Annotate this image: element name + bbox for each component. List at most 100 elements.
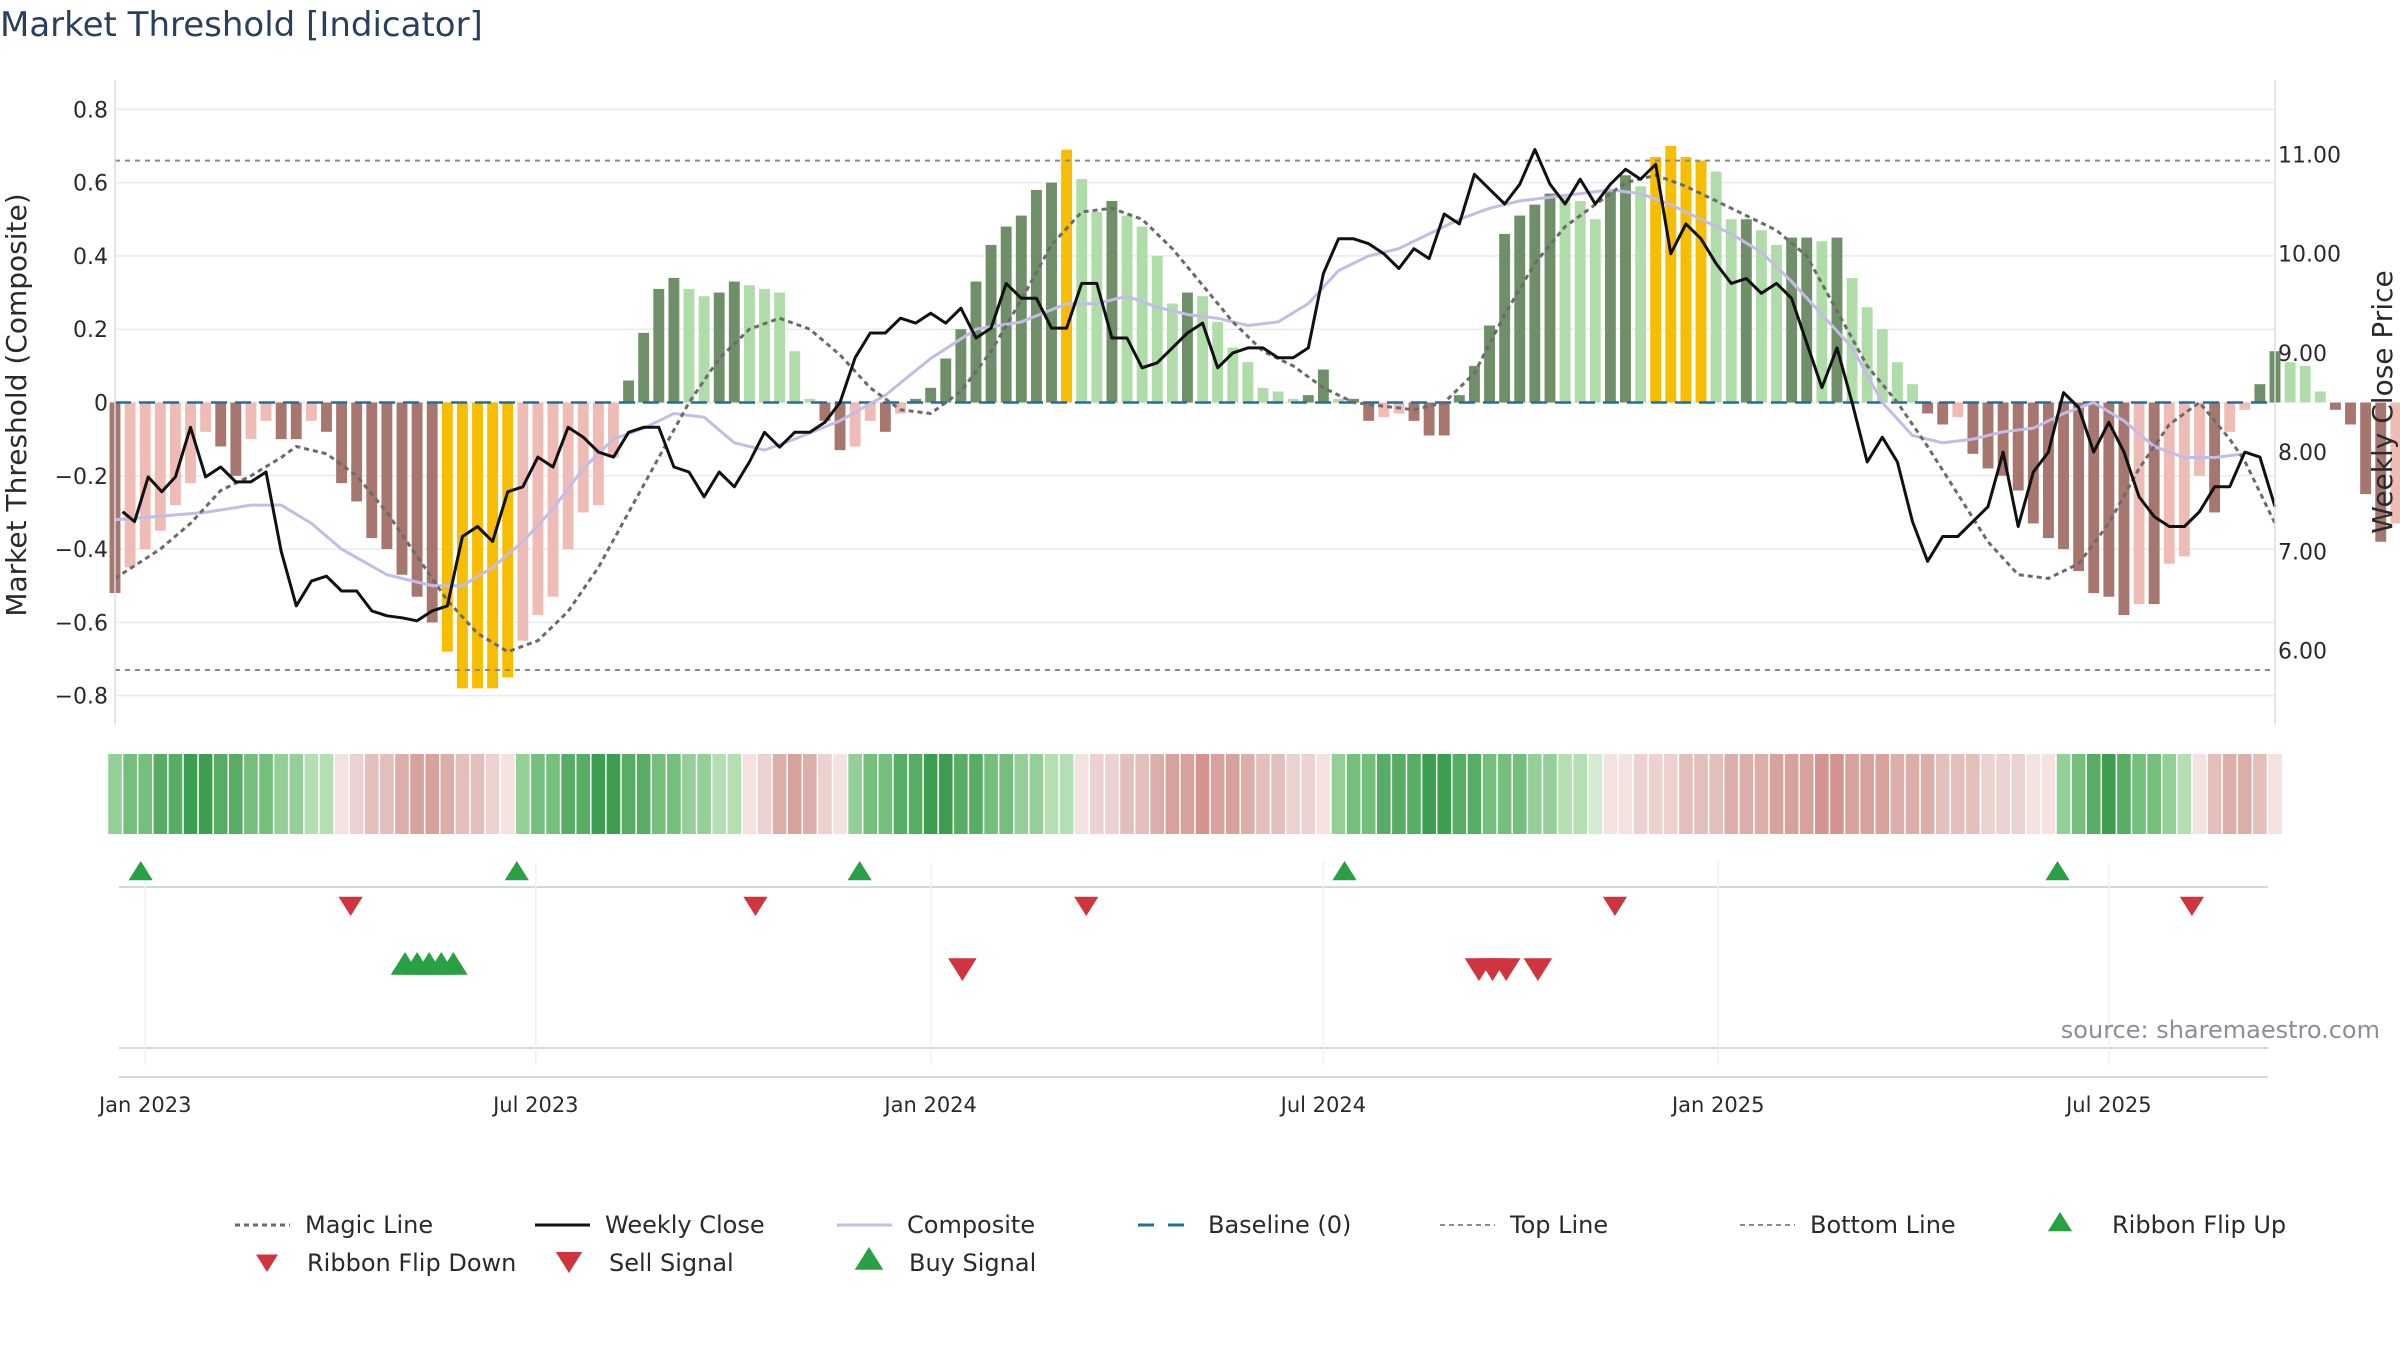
sell-signal-marker: [948, 958, 977, 981]
ribbon-cell: [1603, 754, 1618, 834]
ribbon-cell: [863, 754, 878, 834]
ribbon-cell: [1392, 754, 1406, 834]
composite-bar: [1831, 237, 1843, 403]
composite-bar: [638, 332, 650, 403]
ribbon-cell: [606, 754, 621, 834]
composite-bar: [366, 402, 378, 539]
ribbon-cell: [1014, 754, 1029, 834]
legend-item-baseline: Baseline (0): [1138, 1211, 1351, 1239]
ribbon-cell: [1679, 754, 1693, 834]
composite-bar: [1000, 226, 1012, 403]
legend-label: Ribbon Flip Up: [2112, 1211, 2286, 1239]
ribbon-cell: [1951, 754, 1965, 834]
ribbon-cell: [1920, 754, 1935, 834]
x-tick-label: Jan 2023: [97, 1093, 192, 1117]
ribbon-cell: [1407, 754, 1421, 834]
ribbon-cell: [2192, 754, 2207, 834]
composite-bar: [1151, 255, 1163, 403]
ribbon-cell: [1044, 754, 1059, 834]
y-right-tick-label: 6.00: [2278, 640, 2327, 665]
legend-item-top: Top Line: [1440, 1211, 1608, 1239]
composite-bar: [351, 402, 363, 502]
ribbon-cell: [2117, 754, 2131, 834]
composite-bar: [411, 402, 423, 597]
ribbon-flip-up-marker: [128, 861, 153, 881]
composite-bar: [1801, 237, 1813, 403]
composite-bar: [1635, 186, 1647, 403]
composite-bar: [1091, 211, 1103, 403]
ribbon-cell: [1165, 754, 1180, 834]
ribbon-cell: [1210, 754, 1225, 834]
composite-bar: [1272, 391, 1284, 403]
composite-bar: [864, 402, 876, 421]
composite-bar: [577, 402, 589, 513]
composite-bar: [1891, 362, 1903, 403]
ribbon-flip-up-marker: [1332, 861, 1357, 881]
ribbon-cell: [349, 754, 364, 834]
legend-item-flip_down: Ribbon Flip Down: [256, 1249, 516, 1277]
ribbon-cell: [1633, 754, 1648, 834]
ribbon-flip-up-marker: [2045, 861, 2070, 881]
composite-bar: [487, 402, 499, 689]
composite-bar: [245, 402, 257, 440]
composite-bar: [1378, 402, 1390, 418]
composite-bar: [2314, 391, 2326, 403]
composite-bar: [2299, 365, 2311, 403]
composite-bar: [426, 402, 438, 623]
ribbon-cell: [803, 754, 817, 834]
y-left-tick-label: 0: [94, 392, 108, 417]
composite-bar: [336, 402, 348, 484]
ribbon-cell: [153, 754, 168, 834]
ribbon-cell: [364, 754, 379, 834]
composite-bar: [668, 277, 680, 403]
sell-signal-marker: [1491, 958, 1521, 981]
ribbon-cell: [2041, 754, 2056, 834]
ribbon-cell: [923, 754, 938, 834]
ribbon-cell: [455, 754, 470, 834]
ribbon-cell: [1120, 754, 1134, 834]
composite-bar: [1136, 226, 1148, 403]
legend-item-flip_up: Ribbon Flip Up: [2047, 1211, 2286, 1239]
ribbon-cell: [667, 754, 681, 834]
composite-bar: [879, 402, 891, 432]
composite-bar: [1257, 387, 1269, 403]
ribbon-cell: [1573, 754, 1587, 834]
y-right-tick-label: 8.00: [2278, 441, 2327, 466]
ribbon-cell: [1059, 754, 1074, 834]
composite-bar: [1907, 384, 1918, 403]
composite-bar: [1710, 171, 1722, 403]
ribbon-cell: [1860, 754, 1874, 834]
composite-bar: [1725, 219, 1737, 403]
ribbon-cell: [2102, 754, 2116, 834]
composite-bar: [305, 402, 317, 421]
ribbon-flip-up-marker: [504, 861, 529, 881]
composite-bar: [1937, 402, 1949, 425]
ribbon-cell: [410, 754, 424, 834]
composite-bar: [1242, 362, 1254, 403]
ribbon-flip-down-marker: [1074, 896, 1099, 916]
ribbon-cell: [2132, 754, 2146, 834]
ribbon-flip-down-marker: [743, 896, 768, 916]
ribbon-cell: [229, 754, 243, 834]
legend-swatch: [2047, 1212, 2073, 1232]
legend: Magic Line Weekly Close Composite Baseline …: [235, 1211, 2286, 1277]
ribbon-cell: [1769, 754, 1784, 834]
composite-bar: [290, 402, 302, 440]
ribbon-cell: [1754, 754, 1769, 834]
composite-bar: [1771, 244, 1782, 403]
composite-bar: [743, 285, 755, 403]
composite-bar: [1363, 402, 1375, 421]
composite-bar: [1559, 197, 1571, 403]
ribbon-cell: [757, 754, 772, 834]
composite-bar: [849, 402, 861, 447]
ribbon-cell: [2268, 754, 2282, 834]
composite-bar: [1423, 402, 1435, 436]
ribbon-cell: [1815, 754, 1829, 834]
composite-bar: [2254, 384, 2266, 403]
ribbon-cell: [1588, 754, 1603, 834]
ribbon-flip-down-marker: [2179, 896, 2205, 916]
ribbon-flip-down-marker: [1602, 896, 1628, 916]
composite-bar: [895, 402, 906, 414]
composite-bar: [169, 402, 181, 506]
ribbon-cell: [244, 754, 258, 834]
